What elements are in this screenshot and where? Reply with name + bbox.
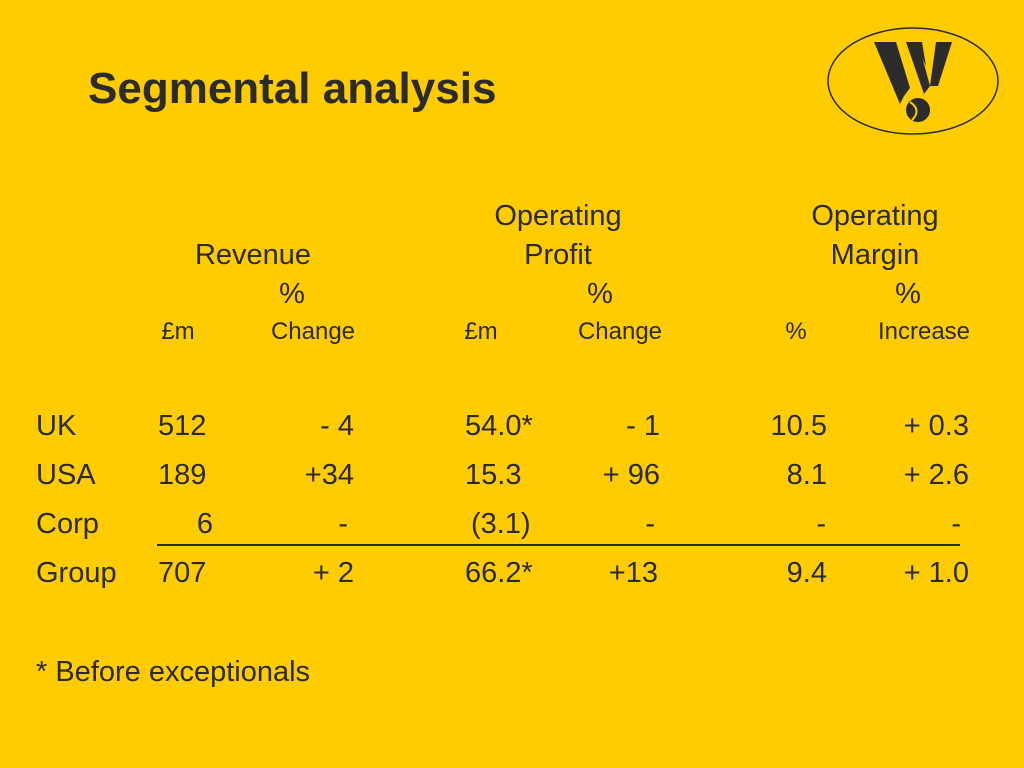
header-op-margin-pct: % xyxy=(895,278,921,310)
row-op-change: +13 xyxy=(608,557,658,589)
row-op-profit: (3.1) xyxy=(471,508,531,540)
row-segment: UK xyxy=(36,410,77,442)
row-revenue: 707 xyxy=(158,557,207,589)
subheader-op-profit-change: Change xyxy=(577,318,663,345)
row-segment: Corp xyxy=(36,508,99,540)
header-op-margin-line1: Operating xyxy=(811,200,939,232)
row-segment: Group xyxy=(36,557,117,589)
header-op-profit-line2: Profit xyxy=(524,239,592,271)
row-revenue: 6 xyxy=(196,508,213,540)
row-revenue: 189 xyxy=(158,459,207,491)
subheader-op-profit-m: £m xyxy=(464,318,498,345)
subtotal-divider xyxy=(157,544,960,546)
row-op-profit: 66.2* xyxy=(465,557,533,589)
row-margin-increase: - xyxy=(951,508,961,540)
subheader-revenue-m: £m xyxy=(161,318,195,345)
company-w-logo-icon xyxy=(827,27,999,135)
row-op-profit: 54.0* xyxy=(465,410,533,442)
row-segment: USA xyxy=(36,459,96,491)
header-revenue-pct: % xyxy=(279,278,305,310)
row-margin: 9.4 xyxy=(786,557,827,589)
subheader-margin-increase: Increase xyxy=(877,318,971,345)
row-margin-increase: + 2.6 xyxy=(903,459,969,491)
header-op-margin-line2: Margin xyxy=(830,239,920,271)
row-revenue-change: - 4 xyxy=(320,410,354,442)
row-margin: 10.5 xyxy=(770,410,827,442)
row-op-profit: 15.3 xyxy=(465,459,522,491)
row-op-change: + 96 xyxy=(602,459,660,491)
footnote: * Before exceptionals xyxy=(36,656,311,688)
header-op-profit: Operating Profit xyxy=(494,197,621,275)
header-revenue-label: Revenue xyxy=(194,239,312,271)
row-margin-increase: + 1.0 xyxy=(903,557,969,589)
row-revenue-change: +34 xyxy=(304,459,354,491)
row-revenue-change: - xyxy=(338,508,348,540)
header-op-profit-line1: Operating xyxy=(494,200,622,232)
row-revenue-change: + 2 xyxy=(312,557,354,589)
row-op-change: - xyxy=(645,508,655,540)
row-margin: - xyxy=(816,508,826,540)
header-op-profit-pct: % xyxy=(587,278,613,310)
row-op-change: - 1 xyxy=(626,410,660,442)
row-margin-increase: + 0.3 xyxy=(903,410,969,442)
header-op-margin: Operating Margin xyxy=(811,197,938,275)
slide-title: Segmental analysis xyxy=(88,64,497,113)
row-revenue: 512 xyxy=(158,410,207,442)
subheader-margin-pct: % xyxy=(785,318,807,345)
header-revenue: Revenue xyxy=(195,236,311,275)
row-margin: 8.1 xyxy=(786,459,827,491)
subheader-revenue-change: Change xyxy=(270,318,356,345)
